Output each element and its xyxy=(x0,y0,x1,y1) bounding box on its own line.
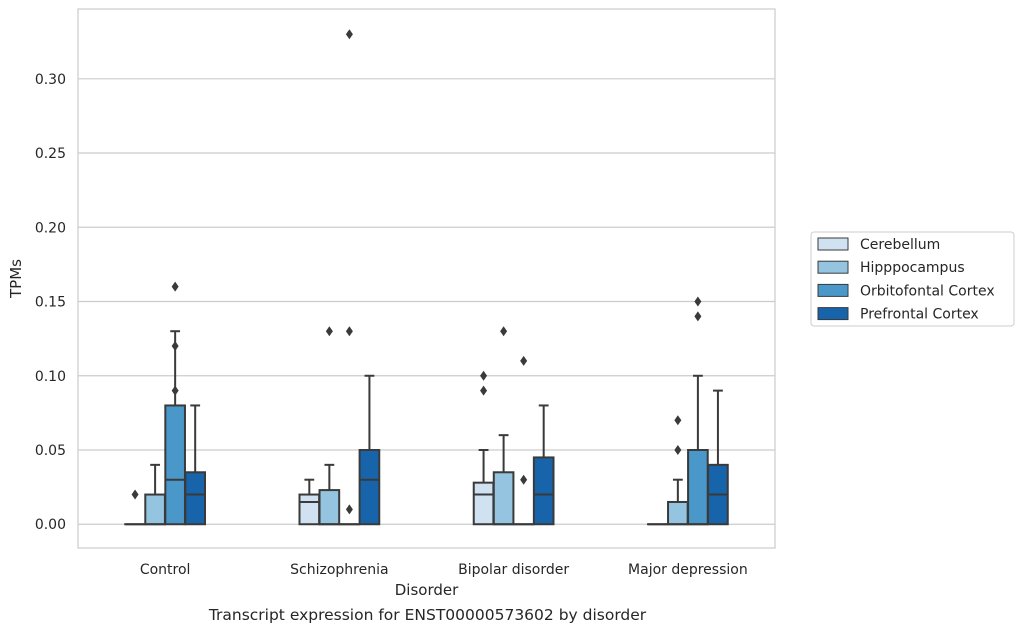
outlier-point xyxy=(520,355,528,366)
y-axis-title: TPMs xyxy=(7,259,25,299)
outlier-point xyxy=(500,326,508,337)
box xyxy=(298,493,321,526)
box xyxy=(318,489,341,526)
legend-swatch xyxy=(817,307,849,321)
box xyxy=(687,449,709,526)
figure-caption: Transcript expression for ENST0000057360… xyxy=(208,606,647,624)
box xyxy=(472,481,495,526)
outlier-point xyxy=(345,504,353,515)
legend-swatch xyxy=(817,283,849,297)
legend-frame xyxy=(810,231,1015,327)
legend: Cerebellum Hipppocampus Orbitofontal Corte… xyxy=(810,231,1015,327)
box xyxy=(164,404,186,526)
box-group xyxy=(492,326,515,526)
y-tick-label: 0.25 xyxy=(35,146,66,162)
outlier-point xyxy=(694,296,702,307)
box-group xyxy=(667,415,689,526)
legend-swatch xyxy=(817,237,849,251)
box-group xyxy=(144,463,166,526)
box xyxy=(144,493,166,526)
outlier-point xyxy=(325,326,333,337)
y-tick-label: 0.00 xyxy=(35,517,66,533)
legend-label: Cerebellum xyxy=(860,237,940,253)
box-group xyxy=(707,389,729,526)
outlier-point xyxy=(694,311,702,322)
boxes-layer xyxy=(124,29,729,526)
outlier-point xyxy=(674,445,682,455)
outlier-point xyxy=(674,415,682,426)
outlier-point xyxy=(171,385,179,396)
box-group xyxy=(687,296,709,526)
box xyxy=(492,471,515,526)
box-group xyxy=(532,404,555,526)
outlier-point xyxy=(171,341,179,352)
outlier-point xyxy=(345,29,353,40)
box-group xyxy=(184,404,207,526)
x-axis-title: Disorder xyxy=(395,581,459,599)
legend-label: Prefrontal Cortex xyxy=(860,307,979,323)
box-group xyxy=(512,355,535,526)
box-group xyxy=(318,326,341,526)
box xyxy=(358,449,381,526)
box-group xyxy=(124,489,146,526)
outlier-point xyxy=(480,370,488,381)
x-axis-ticks: Control Schizophrenia Bipolar disorder Majo… xyxy=(140,562,748,578)
box-group xyxy=(472,370,495,526)
outlier-point xyxy=(520,474,528,485)
x-tick-label: Schizophrenia xyxy=(290,562,388,578)
outlier-point xyxy=(480,385,488,396)
y-tick-label: 0.20 xyxy=(35,220,66,236)
y-tick-label: 0.10 xyxy=(35,369,66,385)
outlier-point xyxy=(131,489,139,500)
box-group xyxy=(164,281,186,526)
y-tick-label: 0.30 xyxy=(35,72,66,88)
x-tick-label: Bipolar disorder xyxy=(458,562,569,578)
outlier-point xyxy=(171,281,179,292)
legend-swatch xyxy=(817,260,849,274)
outlier-point xyxy=(345,326,353,337)
box-group xyxy=(298,478,321,526)
box-group xyxy=(358,374,381,526)
x-tick-label: Control xyxy=(140,562,191,578)
y-tick-label: 0.05 xyxy=(35,443,66,459)
legend-label: Orbitofontal Cortex xyxy=(860,283,995,299)
y-axis-ticks: 0.00 0.05 0.10 0.15 0.20 0.25 0.30 xyxy=(35,72,66,533)
y-tick-label: 0.15 xyxy=(35,295,66,311)
plot-frame xyxy=(77,8,776,549)
box xyxy=(532,456,555,526)
gridlines xyxy=(78,78,775,525)
box xyxy=(184,471,207,526)
legend-label: Hipppocampus xyxy=(860,260,965,276)
box xyxy=(667,500,689,526)
x-tick-label: Major depression xyxy=(628,562,748,578)
